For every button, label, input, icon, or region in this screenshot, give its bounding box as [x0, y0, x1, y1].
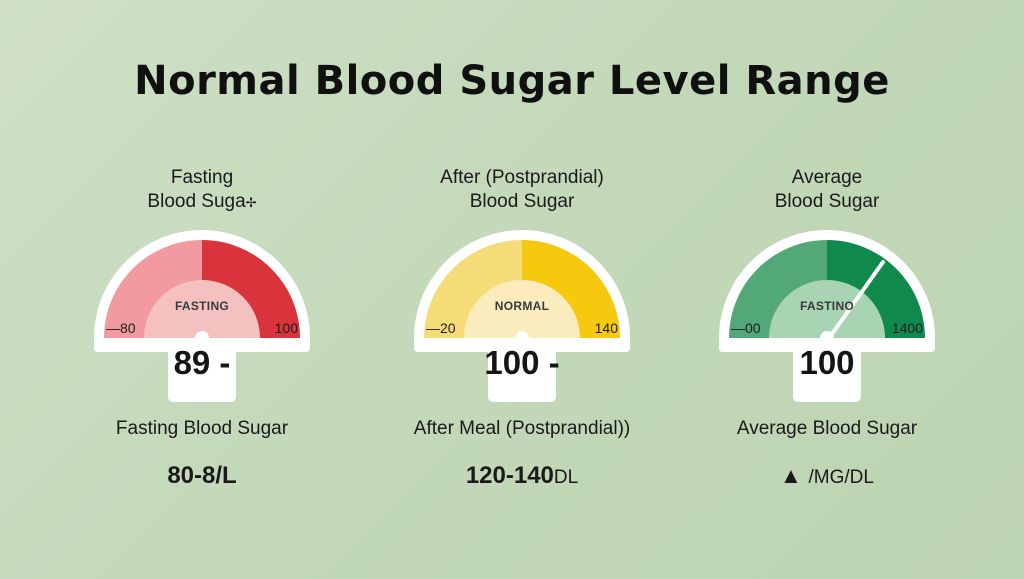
fasting-gauge: FASTING —80 100 89 -	[90, 230, 314, 406]
heading-line-1: After (Postprandial)	[440, 167, 604, 188]
gauge-reading: 89 -	[173, 344, 231, 381]
card-range: 120-140DL	[392, 462, 652, 490]
gauge-pivot	[195, 331, 209, 345]
card-label: Fasting Blood Sugar	[115, 418, 289, 439]
heading-line-1: Average	[791, 167, 863, 188]
average-card: Average Blood Sugar FASTINO —00 1400 100…	[697, 160, 957, 520]
sparkle-icon: ✢	[245, 195, 257, 210]
card-label: Average Blood Sugar	[736, 418, 918, 439]
gauge-max-label: 100	[274, 320, 298, 336]
gauge-inner	[464, 280, 580, 338]
card-heading: Fasting Blood Suga✢	[72, 166, 332, 215]
fasting-card: Fasting Blood Suga✢ FASTING —80 100 89 -…	[72, 160, 332, 520]
gauge-min-label: —20	[426, 320, 456, 336]
gauge-center-label: NORMAL	[494, 299, 550, 313]
postprandial-gauge: NORMAL —20 140 100 -	[410, 230, 634, 406]
gauge-center-label: FASTINO	[799, 299, 855, 313]
gauge-pivot	[820, 331, 834, 345]
heading-line-2: Blood Suga	[147, 191, 246, 212]
heading-line-2: Blood Sugar	[469, 191, 575, 212]
gauge-min-label: —80	[106, 320, 136, 336]
gauge-pivot	[515, 331, 529, 345]
gauge-reading: 100 -	[484, 344, 560, 381]
card-heading: After (Postprandial) Blood Sugar	[392, 166, 652, 214]
gauge-inner	[769, 280, 885, 338]
range-value: 120-140	[465, 462, 554, 489]
postprandial-card: After (Postprandial) Blood Sugar NORMAL …	[392, 160, 652, 520]
page-title: Normal Blood Sugar Level Range	[134, 58, 890, 104]
average-gauge: FASTINO —00 1400 100	[715, 230, 939, 406]
heading-line-2: Blood Sugar	[774, 191, 880, 212]
gauge-center-label: FASTING	[174, 299, 230, 313]
card-range: ▲ /MG/DL	[697, 462, 957, 490]
gauge-inner	[144, 280, 260, 338]
heading-line-1: Fasting	[170, 167, 234, 188]
range-value: 80-8/L	[167, 462, 237, 489]
range-unit: /MG/DL	[808, 467, 874, 488]
card-range: 80-8/L	[72, 462, 332, 490]
gauge-max-label: 140	[594, 320, 618, 336]
up-arrow-icon: ▲	[780, 463, 802, 488]
card-label: After Meal (Postprandial))	[413, 418, 631, 439]
gauge-max-label: 1400	[891, 320, 923, 336]
gauge-min-label: —00	[731, 320, 761, 336]
gauge-reading: 100	[799, 344, 855, 381]
range-unit: DL	[553, 467, 579, 488]
gauge-needle	[830, 260, 885, 336]
card-heading: Average Blood Sugar	[697, 166, 957, 214]
